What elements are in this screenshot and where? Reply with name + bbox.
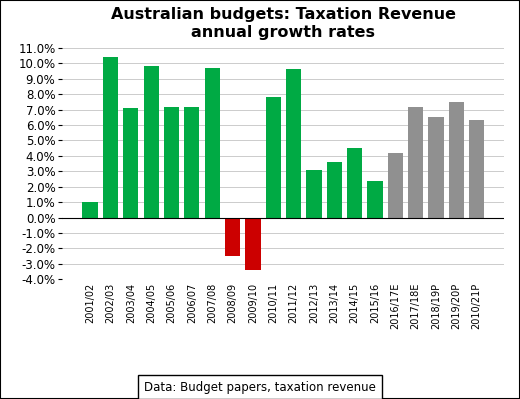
- Text: 2015/16: 2015/16: [370, 282, 380, 323]
- Bar: [103, 57, 118, 217]
- Text: 2019/20P: 2019/20P: [451, 282, 461, 329]
- Text: 2006/07: 2006/07: [187, 282, 197, 323]
- Bar: [123, 108, 138, 217]
- Text: 2002/03: 2002/03: [106, 282, 115, 323]
- Text: 2012/13: 2012/13: [309, 282, 319, 323]
- Text: 2009/10: 2009/10: [248, 282, 258, 322]
- Bar: [408, 107, 423, 217]
- Text: 2007/08: 2007/08: [207, 282, 217, 323]
- Bar: [225, 217, 240, 256]
- Text: 2004/05: 2004/05: [146, 282, 156, 323]
- Bar: [164, 107, 179, 217]
- Bar: [327, 162, 342, 217]
- Text: 2014/15: 2014/15: [349, 282, 360, 323]
- Bar: [286, 69, 301, 217]
- Text: 2010/21P: 2010/21P: [472, 282, 482, 329]
- Text: 2018/19P: 2018/19P: [431, 282, 441, 328]
- Title: Australian budgets: Taxation Revenue
annual growth rates: Australian budgets: Taxation Revenue ann…: [111, 7, 456, 40]
- Text: 2011/12: 2011/12: [289, 282, 298, 323]
- Text: 2003/04: 2003/04: [126, 282, 136, 322]
- Bar: [306, 170, 321, 217]
- Text: 2005/06: 2005/06: [166, 282, 176, 323]
- Bar: [347, 148, 362, 217]
- Bar: [266, 97, 281, 217]
- Bar: [144, 66, 159, 217]
- Bar: [469, 120, 484, 217]
- Text: 2008/09: 2008/09: [228, 282, 238, 322]
- Bar: [245, 217, 261, 270]
- Bar: [367, 181, 383, 217]
- Bar: [83, 202, 98, 217]
- Text: 2001/02: 2001/02: [85, 282, 95, 323]
- Text: 2017/18E: 2017/18E: [411, 282, 421, 329]
- Bar: [204, 68, 220, 217]
- Text: 2016/17E: 2016/17E: [391, 282, 400, 329]
- Text: Data: Budget papers, taxation revenue: Data: Budget papers, taxation revenue: [144, 381, 376, 393]
- Bar: [388, 153, 403, 217]
- Bar: [449, 102, 464, 217]
- Text: 2013/14: 2013/14: [329, 282, 339, 322]
- Bar: [184, 107, 200, 217]
- Bar: [428, 117, 444, 217]
- Text: 2010/11: 2010/11: [268, 282, 278, 322]
